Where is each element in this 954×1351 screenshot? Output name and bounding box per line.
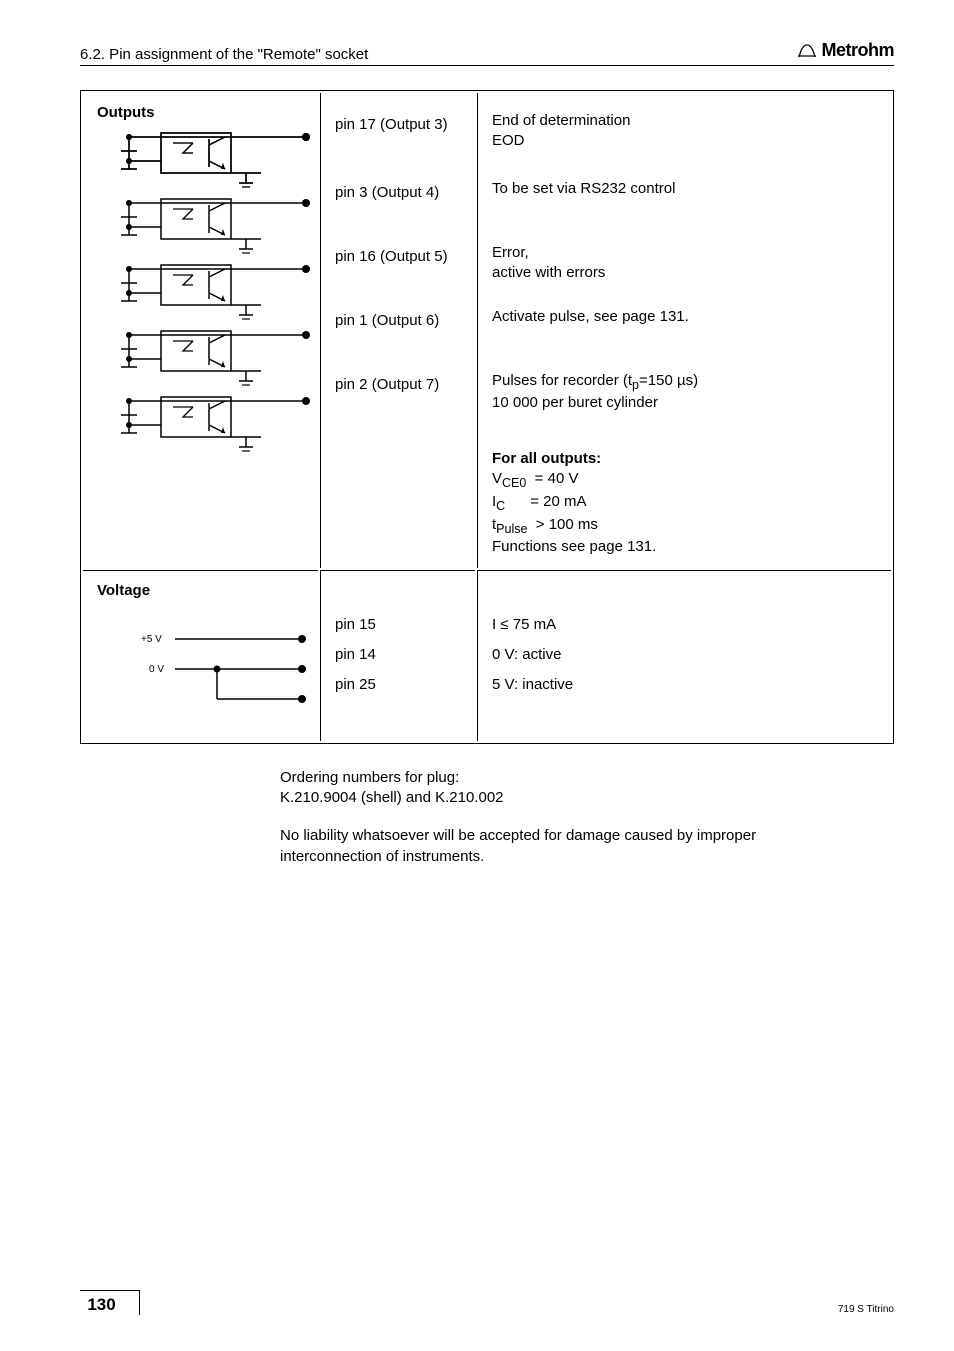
open-collector-schematic-icon <box>101 129 311 469</box>
voltage-row: Voltage +5 V 0 V <box>83 570 891 741</box>
page-footer: 130 719 S Titrino <box>80 1290 894 1315</box>
outputs-pin-list: pin 17 (Output 3) pin 3 (Output 4) pin 1… <box>335 111 461 435</box>
pin-label: pin 17 (Output 3) <box>335 111 448 135</box>
spec-line: tPulse > 100 ms <box>492 515 877 538</box>
desc-row: Pulses for recorder (tp=150 µs)10 000 pe… <box>492 371 877 435</box>
pin-label: pin 1 (Output 6) <box>335 307 439 331</box>
section-heading: 6.2. Pin assignment of the "Remote" sock… <box>80 46 368 63</box>
voltage-schematic-icon <box>97 601 307 721</box>
pin-label: pin 2 (Output 7) <box>335 371 439 395</box>
pin-label: pin 3 (Output 4) <box>335 179 439 203</box>
voltage-state-inactive: 5 V: inactive <box>492 675 877 705</box>
outputs-diagram-cell: Outputs <box>83 93 318 568</box>
pin-table: Outputs <box>80 90 894 744</box>
voltage-pin-list: pin 15 pin 14 pin 25 <box>335 581 461 705</box>
outputs-row: Outputs <box>83 93 891 568</box>
page-number: 130 <box>80 1290 140 1315</box>
pin-label: pin 16 (Output 5) <box>335 243 448 267</box>
outputs-spec: For all outputs: VCE0 = 40 V IC = 20 mA … <box>492 449 877 558</box>
desc-row: Error,active with errors <box>492 243 877 307</box>
metrohm-icon <box>796 43 818 59</box>
brand-name: Metrohm <box>822 40 895 61</box>
voltage-desc-list: I ≤ 75 mA 0 V: active 5 V: inactive <box>492 581 877 705</box>
outputs-desc-list: End of determinationEOD To be set via RS… <box>492 111 877 435</box>
page-header: 6.2. Pin assignment of the "Remote" sock… <box>80 40 894 66</box>
spec-title: For all outputs: <box>492 449 877 469</box>
voltage-pins-cell: pin 15 pin 14 pin 25 <box>320 570 475 741</box>
spec-line: VCE0 = 40 V <box>492 469 877 492</box>
desc-row: Activate pulse, see page 131. <box>492 307 877 371</box>
footer-model: 719 S Titrino <box>838 1304 894 1315</box>
voltage-state-active: 0 V: active <box>492 645 877 675</box>
ordering-title: Ordering numbers for plug: <box>280 769 459 786</box>
liability-note: No liability whatsoever will be accepted… <box>280 826 840 867</box>
spec-line: IC = 20 mA <box>492 492 877 515</box>
voltage-current: I ≤ 75 mA <box>492 615 877 645</box>
voltage-diagram-cell: Voltage +5 V 0 V <box>83 570 318 741</box>
outputs-pins-cell: pin 17 (Output 3) pin 3 (Output 4) pin 1… <box>320 93 475 568</box>
desc-row: To be set via RS232 control <box>492 179 877 243</box>
voltage-desc-cell: I ≤ 75 mA 0 V: active 5 V: inactive <box>477 570 891 741</box>
body-text: Ordering numbers for plug: K.210.9004 (s… <box>280 768 840 867</box>
pin-label: pin 25 <box>335 675 461 705</box>
outputs-desc-cell: End of determinationEOD To be set via RS… <box>477 93 891 568</box>
voltage-title: Voltage <box>97 581 304 601</box>
pin-label: pin 15 <box>335 615 461 645</box>
pin-label: pin 14 <box>335 645 461 675</box>
spec-line: Functions see page 131. <box>492 537 877 557</box>
outputs-title: Outputs <box>97 103 304 123</box>
brand-logo: Metrohm <box>796 40 895 61</box>
ordering-numbers: K.210.9004 (shell) and K.210.002 <box>280 789 504 806</box>
desc-row: End of determinationEOD <box>492 111 877 179</box>
voltage-diagram: +5 V 0 V <box>97 601 304 731</box>
outputs-diagram <box>97 123 304 483</box>
